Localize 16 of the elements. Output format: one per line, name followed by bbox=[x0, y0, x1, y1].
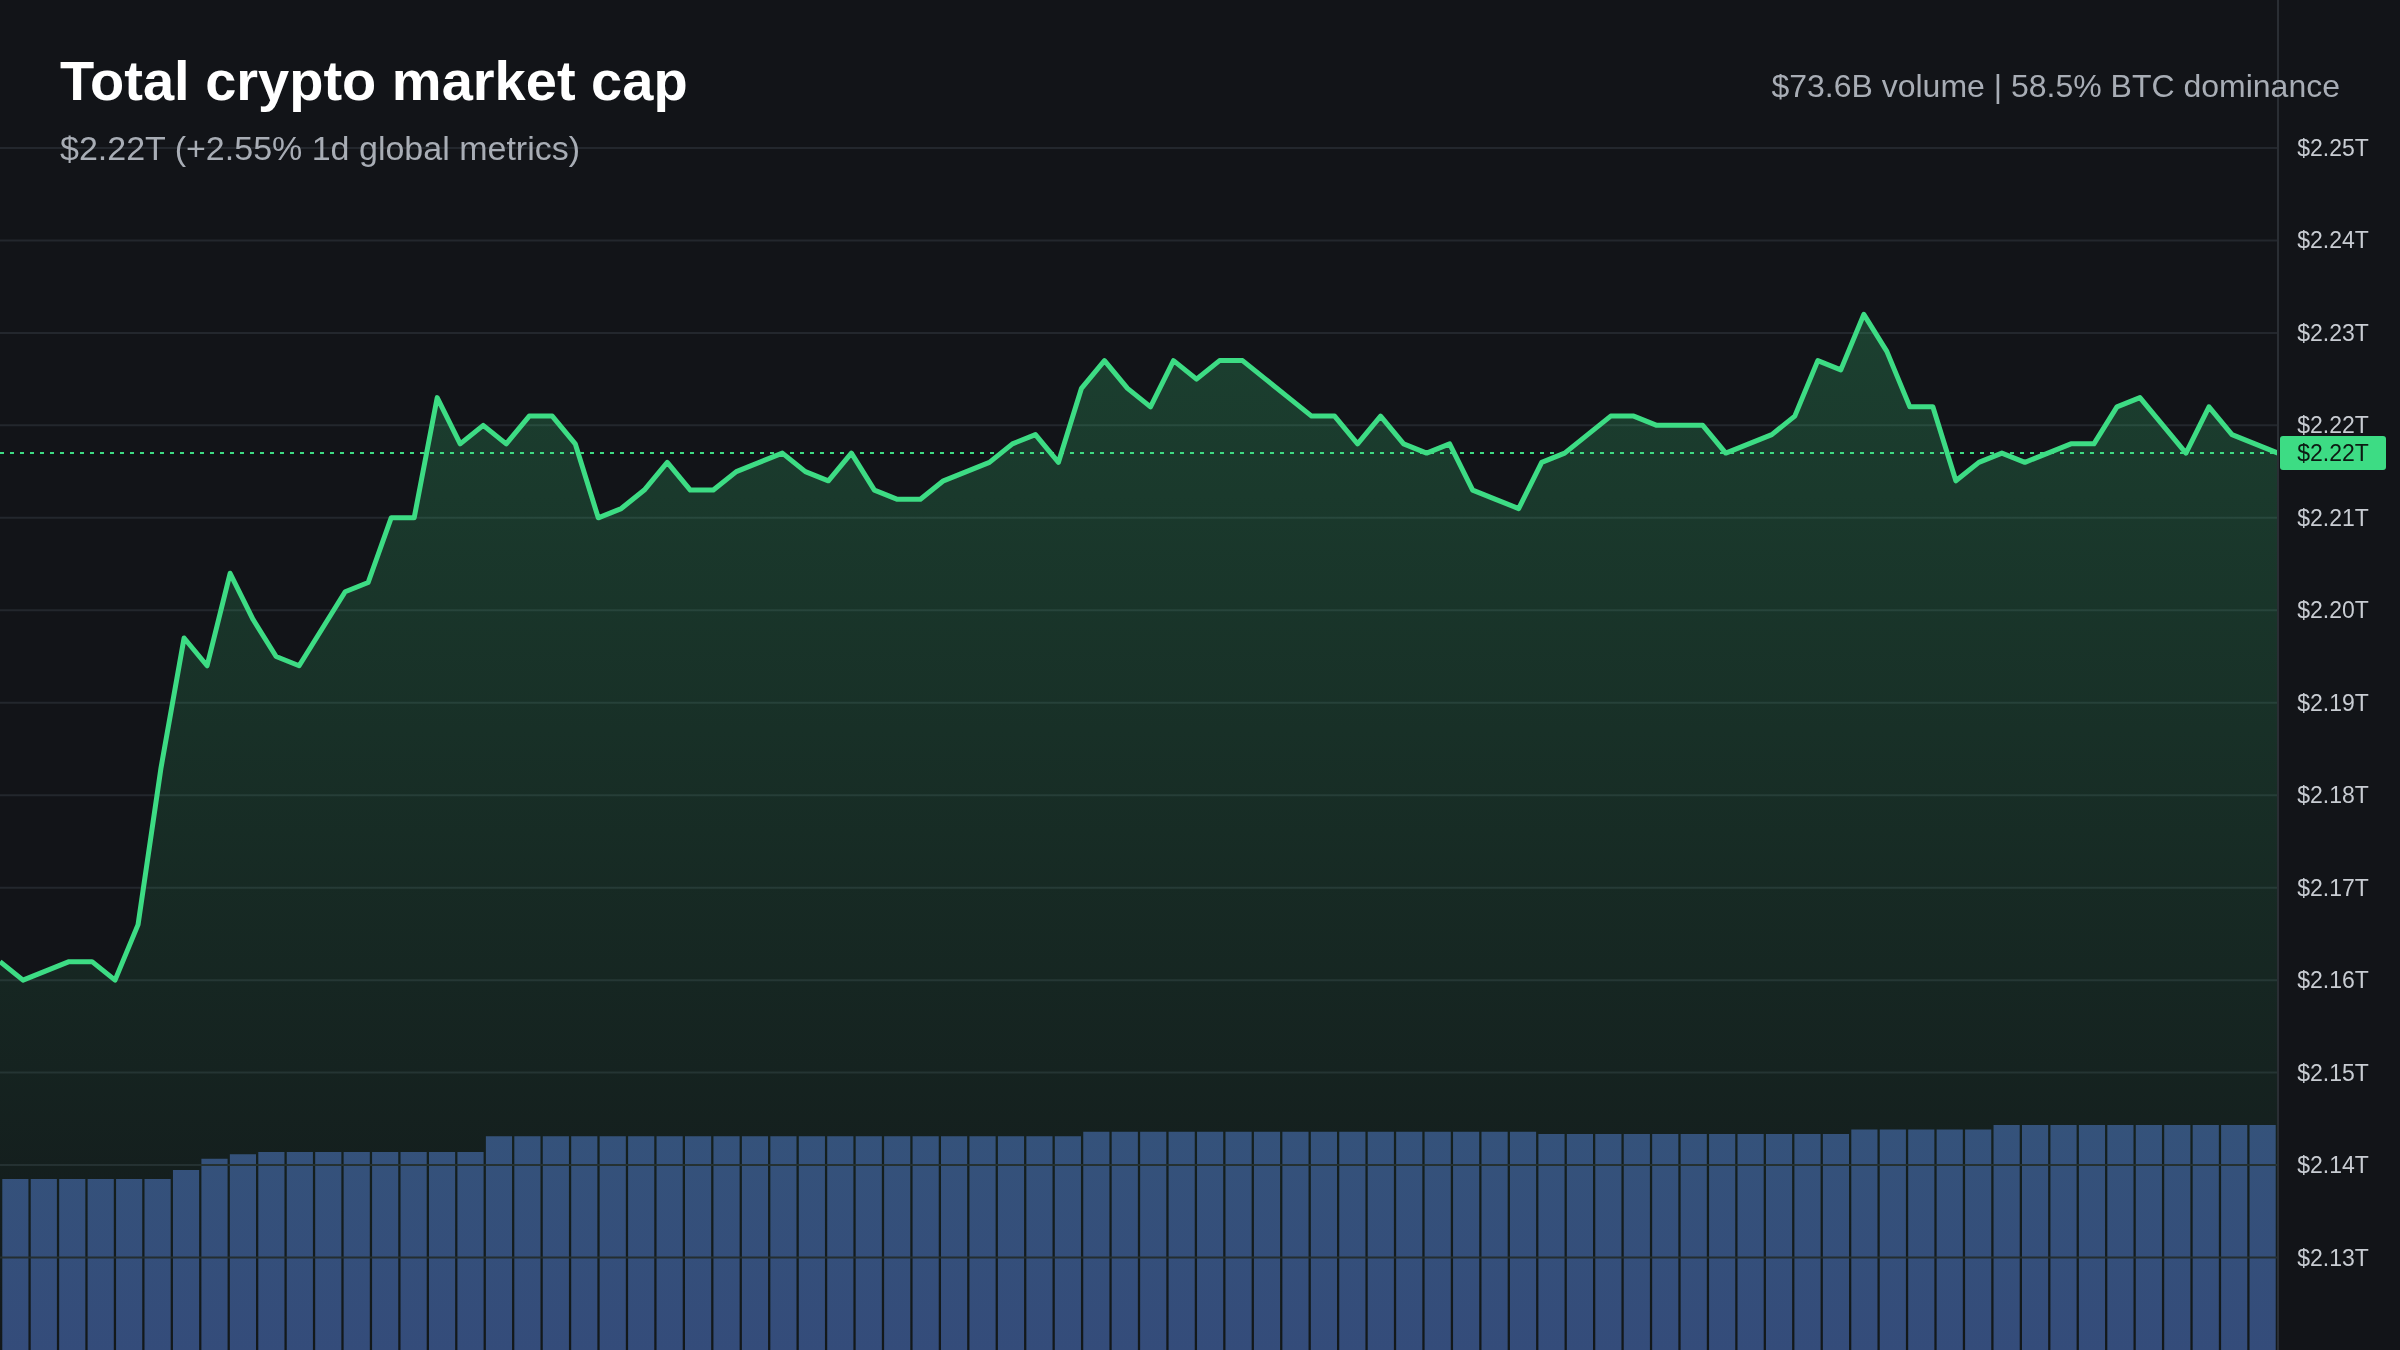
y-tick-label: $2.24T bbox=[2297, 227, 2369, 254]
text: Total crypto market cap bbox=[60, 49, 688, 112]
y-tick-label: $2.23T bbox=[2297, 319, 2369, 346]
annotation: $73.6B volume | 58.5% BTC dominance bbox=[1771, 68, 2340, 104]
y-tick-label: $2.20T bbox=[2297, 597, 2369, 624]
y-tick-label: $2.25T bbox=[2297, 134, 2369, 161]
y-tick-label: $2.15T bbox=[2297, 1059, 2369, 1086]
y-tick-label: $2.18T bbox=[2297, 782, 2369, 809]
y-tick-label: $2.21T bbox=[2297, 504, 2369, 531]
y-tick-label: $2.17T bbox=[2297, 874, 2369, 901]
y-tick-label: $2.13T bbox=[2297, 1244, 2369, 1271]
y-tick-label: $2.16T bbox=[2297, 967, 2369, 994]
text: $2.22T (+2.55% 1d global metrics) bbox=[60, 129, 581, 167]
y-tick-label: $2.22T bbox=[2297, 412, 2369, 439]
y-tick-label: $2.19T bbox=[2297, 689, 2369, 716]
y-tick-label: $2.14T bbox=[2297, 1152, 2369, 1179]
